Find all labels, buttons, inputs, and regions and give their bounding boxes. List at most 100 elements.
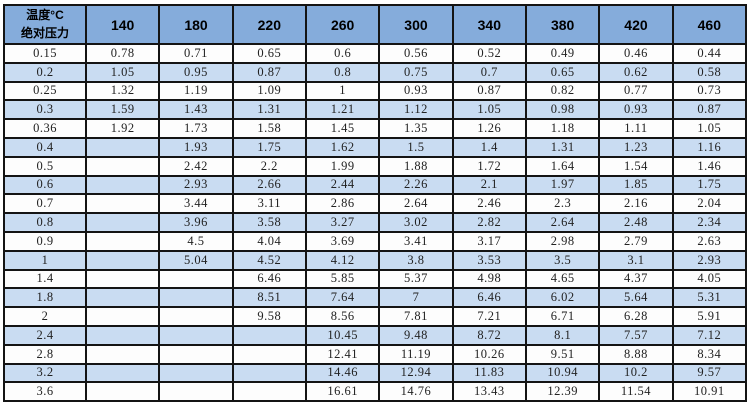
value-cell: 10.91 [671, 381, 748, 403]
table-body: 0.15 0.78 0.71 0.65 0.6 0.56 0.52 0.49 0.46 0.44 0… [3, 43, 748, 403]
value-cell [84, 193, 161, 215]
value-cell: 2.66 [231, 174, 307, 196]
value-cell: 2.82 [451, 212, 527, 233]
pressure-row-header: 0.2 [3, 61, 87, 83]
value-cell: 0.77 [598, 80, 674, 102]
value-cell: 1.54 [598, 155, 674, 177]
value-cell: 11.19 [378, 343, 454, 365]
value-cell: 1.31 [524, 136, 601, 158]
temperature-col-header: 180 [158, 4, 234, 45]
value-cell [84, 212, 161, 233]
value-cell: 1.4 [451, 136, 527, 158]
value-cell: 5.91 [671, 306, 748, 327]
table-row: 1.8 8.51 7.64 7 6.46 6.02 5.64 5.31 [3, 287, 748, 309]
value-cell: 5.37 [378, 268, 454, 290]
value-cell: 0.78 [84, 43, 161, 64]
temperature-col-header: 340 [451, 4, 527, 45]
value-cell: 3.69 [304, 230, 381, 252]
value-cell: 6.71 [524, 306, 601, 327]
value-cell: 1.73 [158, 118, 234, 139]
table-row: 0.9 4.5 4.04 3.69 3.41 3.17 2.98 2.79 2.63 [3, 230, 748, 252]
value-cell: 1.99 [304, 155, 381, 177]
value-cell: 2.98 [524, 230, 601, 252]
value-cell: 1.23 [598, 136, 674, 158]
table-row: 2 9.58 8.56 7.81 7.21 6.71 6.28 5.91 [3, 306, 748, 327]
value-cell: 9.51 [524, 343, 601, 365]
value-cell: 2.79 [598, 230, 674, 252]
value-cell: 0.44 [671, 43, 748, 64]
value-cell: 0.46 [598, 43, 674, 64]
table-row: 0.4 1.93 1.75 1.62 1.5 1.4 1.31 1.23 1.16 [3, 136, 748, 158]
value-cell: 1.59 [84, 99, 161, 121]
value-cell: 9.57 [671, 362, 748, 384]
value-cell: 7.57 [598, 324, 674, 346]
corner-header-temperature-label: 温度°C [26, 8, 64, 23]
value-cell: 12.39 [524, 381, 601, 403]
value-cell: 2.93 [671, 249, 748, 271]
value-cell [84, 155, 161, 177]
value-cell: 1.88 [378, 155, 454, 177]
pressure-row-header: 2.4 [3, 324, 87, 346]
value-cell: 1 [304, 80, 381, 102]
value-cell: 1.43 [158, 99, 234, 121]
value-cell: 3.17 [451, 230, 527, 252]
pressure-row-header: 3.2 [3, 362, 87, 384]
value-cell: 7.12 [671, 324, 748, 346]
pressure-row-header: 0.25 [3, 80, 87, 102]
value-cell: 3.5 [524, 249, 601, 271]
value-cell: 2.48 [598, 212, 674, 233]
value-cell [158, 268, 234, 290]
value-cell [84, 381, 161, 403]
value-cell [158, 287, 234, 309]
value-cell: 0.65 [524, 61, 601, 83]
value-cell: 8.1 [524, 324, 601, 346]
value-cell: 2.44 [304, 174, 381, 196]
value-cell [158, 343, 234, 365]
value-cell: 1.5 [378, 136, 454, 158]
value-cell: 1.19 [158, 80, 234, 102]
value-cell: 10.2 [598, 362, 674, 384]
value-cell: 3.96 [158, 212, 234, 233]
pressure-row-header: 2 [3, 306, 87, 327]
pressure-row-header: 1.8 [3, 287, 87, 309]
table-row: 1.4 6.46 5.85 5.37 4.98 4.65 4.37 4.05 [3, 268, 748, 290]
value-cell: 1.93 [158, 136, 234, 158]
temperature-col-header: 300 [378, 4, 454, 45]
value-cell: 1.12 [378, 99, 454, 121]
value-cell: 1.09 [231, 80, 307, 102]
value-cell: 0.56 [378, 43, 454, 64]
value-cell: 1.85 [598, 174, 674, 196]
value-cell: 4.98 [451, 268, 527, 290]
pressure-row-header: 0.15 [3, 43, 87, 64]
corner-header-pressure-label: 绝对压力 [20, 25, 69, 40]
value-cell: 6.46 [451, 287, 527, 309]
value-cell: 1.32 [84, 80, 161, 102]
value-cell: 1.45 [304, 118, 381, 139]
pressure-row-header: 0.8 [3, 212, 87, 233]
value-cell: 6.28 [598, 306, 674, 327]
value-cell [84, 362, 161, 384]
table-row: 0.6 2.93 2.66 2.44 2.26 2.1 1.97 1.85 1.75 [3, 174, 748, 196]
pressure-row-header: 0.5 [3, 155, 87, 177]
table-row: 0.7 3.44 3.11 2.86 2.64 2.46 2.3 2.16 2.04 [3, 193, 748, 215]
value-cell: 2.64 [378, 193, 454, 215]
value-cell [158, 381, 234, 403]
value-cell: 3.53 [451, 249, 527, 271]
value-cell: 2.86 [304, 193, 381, 215]
value-cell: 1.05 [84, 61, 161, 83]
table-row: 3.2 14.46 12.94 11.83 10.94 10.2 9.57 [3, 362, 748, 384]
value-cell: 0.71 [158, 43, 234, 64]
value-cell: 1.62 [304, 136, 381, 158]
value-cell: 12.94 [378, 362, 454, 384]
value-cell: 1.46 [671, 155, 748, 177]
value-cell: 0.87 [231, 61, 307, 83]
value-cell: 8.88 [598, 343, 674, 365]
header-row: 温度°C 绝对压力 140 180 220 260 300 340 380 420 460 [3, 4, 748, 45]
value-cell: 0.65 [231, 43, 307, 64]
value-cell: 5.85 [304, 268, 381, 290]
value-cell: 2.26 [378, 174, 454, 196]
value-cell [84, 230, 161, 252]
value-cell: 0.93 [598, 99, 674, 121]
value-cell: 5.31 [671, 287, 748, 309]
